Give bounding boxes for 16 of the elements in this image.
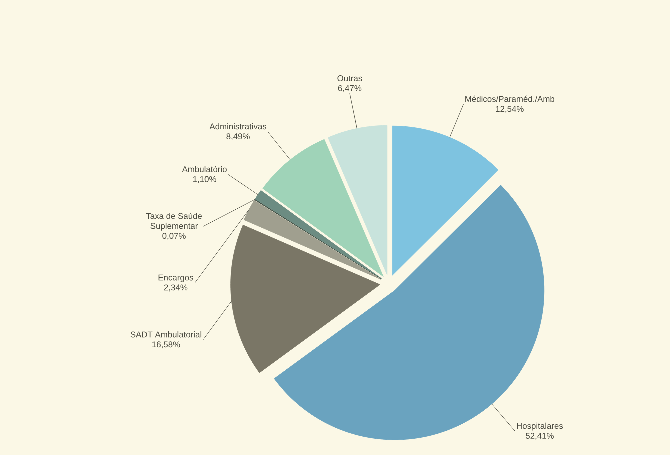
- slice-label: Hospitalares: [517, 422, 564, 431]
- slice-label: Ambulatório: [182, 166, 227, 172]
- slice-label: Outras: [338, 75, 362, 82]
- data-label: 8,49%: [226, 134, 250, 140]
- data-label: 12,54%: [496, 106, 524, 114]
- data-label: 2,34%: [164, 284, 188, 292]
- slice-label: Administrativas: [210, 123, 267, 130]
- data-label: 16,58%: [152, 342, 180, 349]
- data-label: 6,47%: [338, 85, 362, 92]
- data-label: 1,10%: [193, 176, 216, 184]
- slice-label: Encargos: [158, 274, 194, 282]
- slice-label: Taxa de Saúde Suplementar: [146, 212, 202, 231]
- slice-label: Médicos/Paraméd./Amb: [466, 96, 555, 102]
- data-label: 52,41%: [526, 432, 554, 440]
- data-label: 0,07%: [162, 233, 186, 240]
- slice-label: SADT Ambulatorial: [130, 331, 202, 338]
